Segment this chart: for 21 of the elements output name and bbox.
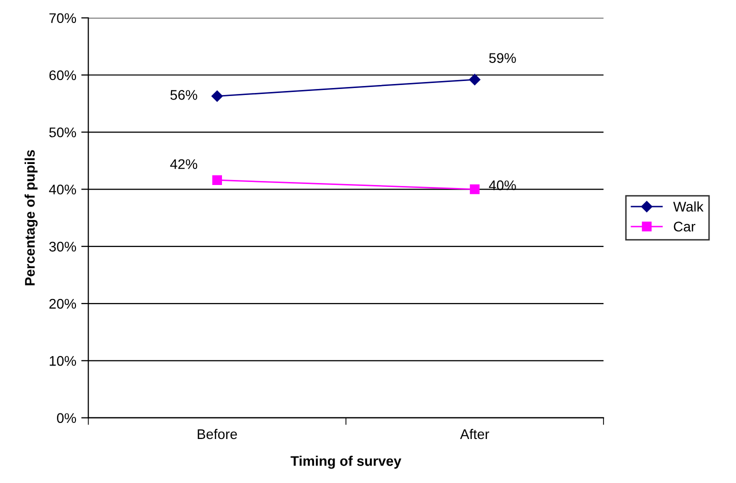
x-tick-label: After [460, 428, 490, 440]
legend-label: Car [674, 222, 696, 232]
y-tick-label: 0% [56, 413, 76, 423]
x-axis-title: Timing of survey [290, 456, 402, 469]
x-tick-label: Before [198, 428, 237, 440]
point [470, 184, 480, 194]
y-tick-label: 30% [49, 242, 76, 252]
data-label: 42% [170, 159, 198, 169]
point [212, 90, 223, 102]
y-tick-label: 20% [49, 298, 76, 309]
y-axis-title: Percentage of pupils [24, 150, 38, 286]
point [469, 74, 480, 86]
y-tick-label: 10% [50, 356, 76, 366]
legend-label: Walk [673, 201, 704, 212]
y-tick-label: 60% [49, 70, 76, 80]
data-label: 59% [489, 53, 516, 63]
y-tick-label: 40% [49, 184, 76, 194]
point [212, 175, 222, 185]
y-tick-label: 70% [49, 13, 76, 24]
data-label: 56% [170, 90, 198, 100]
y-tick-label: 50% [49, 127, 76, 138]
